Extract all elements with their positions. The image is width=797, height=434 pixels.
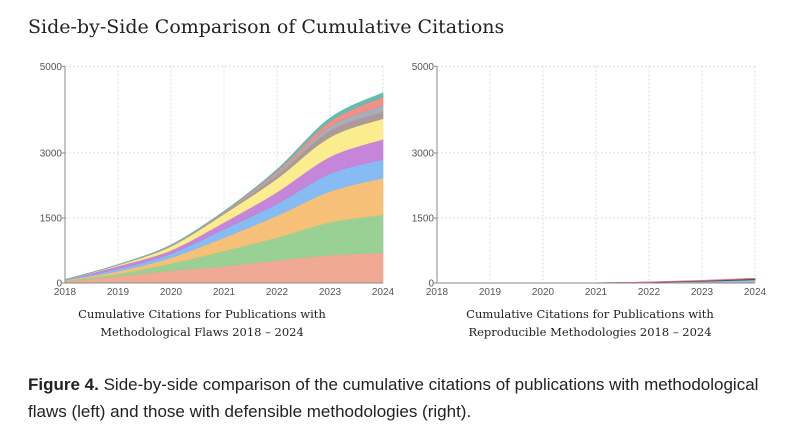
x-tick-label: 2018 (426, 287, 449, 298)
left-caption-line2: Methodological Flaws 2018 – 2024 (100, 325, 304, 339)
area-series-10 (64, 92, 384, 280)
x-tick-label: 2022 (638, 287, 661, 298)
x-tick-label: 2023 (319, 287, 342, 298)
y-tick-label: 1500 (412, 214, 435, 225)
x-tick-label: 2022 (266, 287, 289, 298)
x-tick-label: 2019 (107, 287, 130, 298)
figure-label: Figure 4. (28, 375, 99, 394)
x-tick-label: 2023 (691, 287, 714, 298)
right-chart-caption: Cumulative Citations for Publications wi… (425, 305, 755, 341)
x-tick-label: 2019 (479, 287, 502, 298)
y-tick-label: 0 (428, 279, 434, 290)
y-tick-label: 3000 (40, 149, 63, 160)
x-tick-label: 2018 (54, 287, 77, 298)
y-tick-label: 1500 (40, 214, 63, 225)
y-tick-label: 0 (56, 279, 62, 290)
y-tick-label: 3000 (412, 149, 435, 160)
x-tick-label: 2021 (213, 287, 236, 298)
left-caption-line1: Cumulative Citations for Publications wi… (78, 307, 326, 321)
x-tick-label: 2024 (372, 287, 395, 298)
x-tick-label: 2024 (744, 287, 767, 298)
y-tick-label: 5000 (40, 62, 63, 73)
right-chart: 0 1500 3000 5000 2018 2019 2020 2021 2022 2023 202… (412, 62, 767, 298)
y-tick-label: 5000 (412, 62, 435, 73)
x-tick-label: 2020 (532, 287, 555, 298)
figure-caption-text: Side-by-side comparison of the cumulativ… (28, 375, 759, 421)
figure-caption: Figure 4. Side-by-side comparison of the… (28, 371, 788, 425)
left-chart-caption: Cumulative Citations for Publications wi… (37, 305, 367, 341)
x-tick-label: 2020 (160, 287, 183, 298)
left-chart: 0 1500 3000 5000 2018 2019 2020 2021 2022 2023 202… (40, 62, 395, 298)
right-caption-line1: Cumulative Citations for Publications wi… (466, 307, 714, 321)
x-tick-label: 2021 (585, 287, 608, 298)
figure-title: Side-by-Side Comparison of Cumulative Ci… (28, 16, 505, 38)
right-caption-line2: Reproducible Methodologies 2018 – 2024 (468, 325, 712, 339)
